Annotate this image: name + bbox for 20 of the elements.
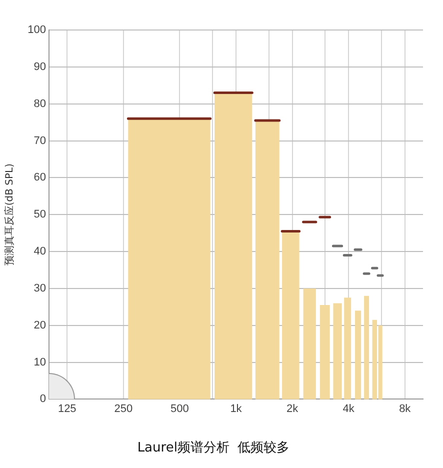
- y-tick-label: 60: [34, 172, 46, 184]
- x-tick-label: 2k: [286, 402, 299, 415]
- y-tick-label: 100: [28, 24, 46, 36]
- x-tick-label: 4k: [342, 402, 355, 415]
- x-tick-label: 125: [58, 402, 76, 415]
- y-tick-label: 0: [40, 393, 46, 406]
- y-tick-label: 10: [34, 356, 46, 368]
- y-tick-label: 30: [34, 282, 46, 294]
- x-tick-label: 8k: [399, 402, 412, 415]
- y-tick-label: 90: [34, 60, 46, 73]
- x-tick-label: 500: [170, 402, 189, 415]
- y-tick-label: 50: [34, 208, 46, 221]
- x-tick-label: 250: [114, 402, 133, 415]
- y-axis-title: 预测真耳反应(dB SPL): [4, 163, 16, 266]
- text: Laurel频谱分析 低频较多: [137, 440, 290, 456]
- y-tick-label: 70: [34, 134, 46, 147]
- y-tick-label: 80: [34, 98, 46, 110]
- y-tick-label: 40: [34, 246, 46, 258]
- x-tick-label: 1k: [230, 402, 242, 415]
- y-tick-label: 20: [34, 319, 46, 332]
